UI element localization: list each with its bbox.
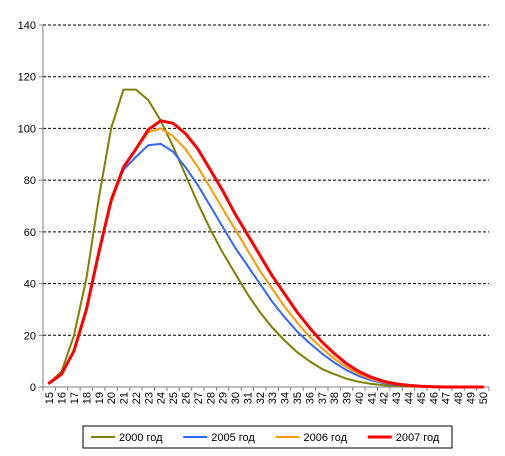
series-lines xyxy=(47,88,485,389)
legend-label-1: 2005 год xyxy=(211,432,255,444)
x-tick-label: 33 xyxy=(267,392,279,404)
x-tick-label: 36 xyxy=(304,392,316,404)
y-tick-label: 120 xyxy=(18,72,36,84)
x-tick-label: 40 xyxy=(354,392,366,404)
x-tick-label: 39 xyxy=(342,392,354,404)
legend-label-3: 2007 год xyxy=(396,432,440,444)
y-tick-label: 60 xyxy=(24,227,36,239)
y-tick-label: 0 xyxy=(30,382,36,394)
y-axis-ticks: 0 20 40 60 80 100 120 140 xyxy=(18,20,43,394)
x-tick-label: 29 xyxy=(218,392,230,404)
x-tick-label: 20 xyxy=(106,392,118,404)
x-tick-label: 31 xyxy=(242,392,254,404)
x-tick-label: 26 xyxy=(180,392,192,404)
x-tick-label: 15 xyxy=(44,392,56,404)
x-tick-label: 34 xyxy=(280,392,292,404)
x-tick-label: 44 xyxy=(403,392,415,404)
x-tick-label: 30 xyxy=(230,392,242,404)
x-tick-label: 19 xyxy=(94,392,106,404)
x-tick-label: 28 xyxy=(205,392,217,404)
x-tick-label: 25 xyxy=(168,392,180,404)
legend: 2000 год 2005 год 2006 год 2007 год xyxy=(82,425,453,449)
x-tick-label: 47 xyxy=(441,392,453,404)
x-tick-label: 38 xyxy=(329,392,341,404)
x-tick-label: 43 xyxy=(391,392,403,404)
x-tick-label: 17 xyxy=(69,392,81,404)
y-tick-label: 20 xyxy=(24,330,36,342)
y-tick-label: 40 xyxy=(24,279,36,291)
x-tick-label: 48 xyxy=(453,392,465,404)
x-tick-label: 22 xyxy=(131,392,143,404)
x-axis-ticks: 15 16 17 18 19 20 21 22 23 24 25 26 27 28 29 30 31 32 33 34… xyxy=(42,387,490,404)
y-tick-label: 140 xyxy=(18,20,36,32)
x-tick-label: 35 xyxy=(292,392,304,404)
x-tick-label: 37 xyxy=(317,392,329,404)
x-tick-label: 41 xyxy=(366,392,378,404)
x-tick-label: 50 xyxy=(478,392,490,404)
x-tick-label: 27 xyxy=(193,392,205,404)
legend-label-0: 2000 год xyxy=(119,432,163,444)
x-tick-label: 42 xyxy=(379,392,391,404)
x-tick-label: 46 xyxy=(428,392,440,404)
x-tick-label: 45 xyxy=(416,392,428,404)
legend-label-2: 2006 год xyxy=(304,432,348,444)
x-tick-label: 24 xyxy=(156,392,168,404)
x-tick-label: 23 xyxy=(143,392,155,404)
y-tick-label: 100 xyxy=(18,123,36,135)
gridlines xyxy=(43,24,489,336)
series-line-3 xyxy=(47,119,485,389)
legend-box xyxy=(82,425,453,449)
x-tick-label: 21 xyxy=(119,392,131,404)
x-tick-label: 16 xyxy=(57,392,69,404)
y-tick-label: 80 xyxy=(24,175,36,187)
x-tick-label: 49 xyxy=(465,392,477,404)
x-tick-label: 18 xyxy=(81,392,93,404)
x-tick-label: 32 xyxy=(255,392,267,404)
